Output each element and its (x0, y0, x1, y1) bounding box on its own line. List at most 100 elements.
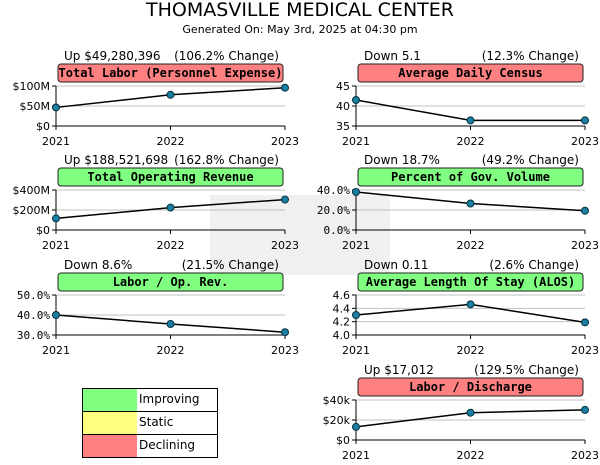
change-percent: (2.6% Change) (489, 258, 579, 272)
data-point (352, 188, 360, 196)
legend-label-static: Static (139, 415, 174, 429)
x-tick-label: 2021 (342, 449, 370, 462)
y-tick-label: $40k (323, 394, 351, 407)
chart-title-bar (357, 63, 584, 83)
x-tick-label: 2022 (157, 135, 185, 148)
chart-panel: Down 8.6% (21.5% Change) Labor / Op. Rev. 3… (17, 258, 299, 357)
chart-panel: Up $188,521,698 (162.8% Change) Total Oper… (13, 153, 300, 252)
chart-title-bar (57, 272, 284, 292)
x-tick-label: 2022 (457, 344, 485, 357)
legend: Improving Static Declining (82, 388, 218, 458)
change-amount: Up $188,521,698 (64, 153, 168, 167)
y-tick-label: 40.0% (317, 184, 350, 197)
legend-divider (83, 411, 217, 412)
data-point (166, 320, 175, 328)
x-tick-label: 2022 (457, 239, 485, 252)
change-amount: Up $17,012 (364, 363, 434, 377)
x-tick-label: 2023 (571, 239, 599, 252)
y-tick-label: $0 (36, 224, 50, 237)
legend-swatch-static (83, 412, 137, 434)
y-tick-label: 0.0% (324, 224, 351, 237)
data-point (581, 116, 589, 125)
data-point (166, 90, 175, 99)
data-point (352, 422, 360, 431)
data-point (581, 206, 589, 215)
y-tick-label: $20k (323, 414, 351, 427)
chart-title: Total Labor (Personnel Expense) (59, 66, 283, 80)
change-amount: Down 0.11 (364, 258, 429, 272)
data-point (466, 199, 475, 208)
data-point (281, 195, 289, 204)
y-tick-label: $0 (336, 434, 350, 447)
change-amount: Up $49,280,396 (64, 49, 161, 63)
legend-swatch-declining (83, 435, 137, 457)
y-tick-label: 4.2 (333, 316, 351, 329)
change-percent: (12.3% Change) (482, 49, 579, 63)
data-point (352, 311, 360, 319)
change-amount: Down 8.6% (64, 258, 132, 272)
data-point (352, 96, 360, 104)
change-amount: Down 5.1 (364, 49, 421, 63)
chart-title-bar (57, 167, 284, 187)
change-percent: (129.5% Change) (474, 363, 579, 377)
y-tick-label: $50M (20, 100, 51, 113)
change-amount: Down 18.7% (364, 153, 440, 167)
y-tick-label: $200M (13, 204, 51, 217)
chart-title-bar (357, 272, 584, 292)
x-tick-label: 2023 (271, 135, 299, 148)
chart-title-bar (357, 167, 584, 187)
data-point (466, 408, 475, 417)
chart-title: Average Daily Census (398, 66, 543, 80)
legend-item-improving: Improving (83, 389, 217, 411)
change-percent: (21.5% Change) (182, 258, 279, 272)
legend-item-declining: Declining (83, 435, 217, 457)
chart-panel: Up $49,280,396 (106.2% Change) Total Labor… (13, 49, 300, 148)
chart-title: Total Operating Revenue (87, 170, 253, 184)
y-tick-label: 45 (336, 80, 350, 93)
x-tick-label: 2023 (571, 135, 599, 148)
page-subtitle: Generated On: May 3rd, 2025 at 04:30 pm (182, 23, 418, 36)
x-tick-label: 2022 (157, 239, 185, 252)
y-tick-label: 4.6 (333, 289, 351, 302)
data-point (281, 328, 289, 337)
x-tick-label: 2023 (571, 344, 599, 357)
chart-panel: Down 18.7% (49.2% Change) Percent of Gov. … (317, 153, 599, 252)
chart-title: Labor / Discharge (409, 380, 532, 394)
chart-title-bar (57, 63, 284, 83)
legend-label-improving: Improving (139, 392, 200, 406)
y-tick-label: 50.0% (17, 289, 50, 302)
chart-panel: Up $17,012 (129.5% Change) Labor / Dischar… (323, 363, 599, 462)
y-tick-label: 20.0% (317, 204, 350, 217)
change-percent: (162.8% Change) (174, 153, 279, 167)
page-title: THOMASVILLE MEDICAL CENTER (146, 0, 454, 21)
y-tick-label: 30.0% (17, 329, 50, 342)
y-tick-label: $0 (36, 120, 50, 133)
data-point (581, 318, 589, 327)
x-tick-label: 2022 (457, 135, 485, 148)
chart-title-bar (357, 377, 584, 397)
chart-title: Average Length Of Stay (ALOS) (366, 275, 576, 289)
x-tick-label: 2021 (342, 239, 370, 252)
data-point (466, 300, 475, 309)
y-tick-label: 35 (336, 120, 350, 133)
change-percent: (106.2% Change) (174, 49, 279, 63)
data-point (166, 203, 175, 212)
data-point (52, 214, 60, 223)
x-tick-label: 2022 (157, 344, 185, 357)
chart-title: Labor / Op. Rev. (113, 275, 229, 289)
data-point (581, 405, 589, 414)
data-point (52, 311, 60, 319)
x-tick-label: 2022 (457, 449, 485, 462)
data-point (281, 83, 289, 92)
x-tick-label: 2023 (571, 449, 599, 462)
x-tick-label: 2021 (342, 135, 370, 148)
y-tick-label: 40 (336, 100, 350, 113)
legend-label-declining: Declining (139, 438, 196, 452)
y-tick-label: 40.0% (17, 309, 50, 322)
y-tick-label: 4.4 (333, 302, 351, 315)
legend-swatch-improving (83, 389, 137, 411)
y-tick-label: 4.0 (333, 329, 351, 342)
x-tick-label: 2021 (42, 135, 70, 148)
change-percent: (49.2% Change) (482, 153, 579, 167)
